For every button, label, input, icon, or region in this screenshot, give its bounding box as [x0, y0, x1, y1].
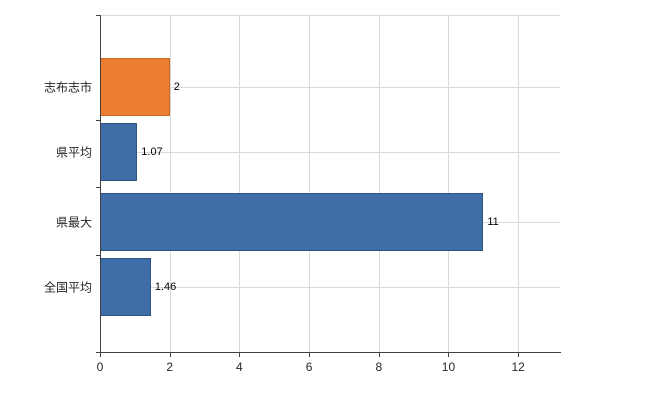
bar	[100, 58, 170, 116]
x-tick-label: 10	[441, 360, 456, 374]
y-axis-tick-mark	[96, 119, 100, 121]
x-axis-tick-mark	[309, 353, 311, 357]
x-axis-tick-mark	[239, 353, 241, 357]
x-axis-tick-mark	[518, 353, 520, 357]
vertical-gridline	[239, 15, 241, 352]
x-axis-tick-mark	[100, 353, 101, 357]
vertical-gridline	[448, 15, 450, 352]
bar	[100, 123, 138, 181]
category-label: 全国平均	[43, 280, 92, 295]
horizontal-gridline	[100, 15, 560, 16]
vertical-gridline	[309, 15, 311, 352]
y-axis-tick-mark	[96, 15, 100, 16]
x-axis-line	[100, 352, 561, 353]
x-axis-tick-mark	[448, 353, 450, 357]
x-tick-label: 12	[511, 360, 525, 374]
bar-value-label: 1.07	[141, 146, 163, 158]
y-axis-tick-mark	[96, 352, 100, 353]
bar-value-label: 2	[173, 81, 180, 93]
x-tick-label: 8	[375, 360, 383, 374]
horizontal-gridline	[100, 152, 560, 153]
category-label: 県最大	[55, 215, 92, 230]
horizontal-gridline	[100, 87, 560, 88]
x-tick-label: 6	[305, 360, 313, 374]
vertical-gridline	[378, 15, 380, 352]
y-axis-line	[100, 15, 101, 353]
vertical-gridline	[169, 15, 171, 352]
bar	[100, 193, 484, 251]
category-label: 県平均	[55, 145, 92, 160]
plot-area: 2 1.07 11 1.46	[100, 15, 560, 352]
x-tick-label: 4	[236, 360, 243, 374]
horizontal-gridline	[100, 287, 560, 288]
bar-value-label: 1.46	[154, 281, 177, 293]
y-axis-tick-mark	[96, 254, 100, 256]
category-label: 志布志市	[43, 80, 92, 95]
bar	[100, 258, 151, 316]
bar-value-label: 11	[487, 216, 499, 228]
x-axis-tick-mark	[169, 353, 171, 357]
x-tick-label: 0	[96, 360, 104, 374]
x-tick-label: 2	[166, 360, 174, 374]
vertical-gridline	[518, 15, 520, 352]
y-axis-tick-mark	[96, 187, 100, 188]
x-axis-tick-mark	[378, 353, 380, 357]
